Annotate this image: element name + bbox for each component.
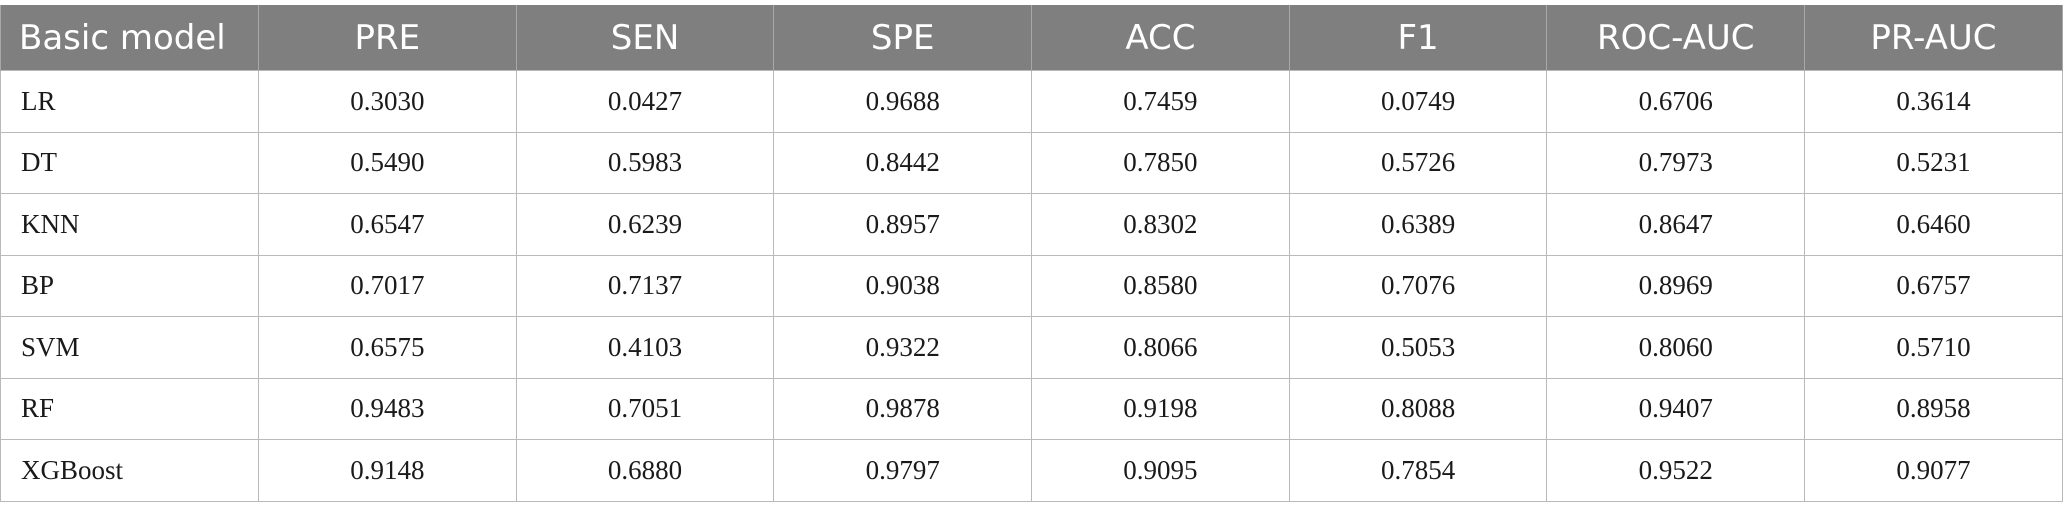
pr-auc-cell: 0.3614 <box>1804 70 2063 133</box>
header-pr-auc: PR-AUC <box>1804 5 2063 71</box>
model-name-cell: DT <box>0 131 259 194</box>
sen-cell: 0.7137 <box>515 254 775 317</box>
roc-auc-cell: 0.9522 <box>1546 439 1806 502</box>
table-row: LR 0.3030 0.0427 0.9688 0.7459 0.0749 0.… <box>0 70 2063 133</box>
sen-cell: 0.6239 <box>515 193 775 256</box>
table-row: RF 0.9483 0.7051 0.9878 0.9198 0.8088 0.… <box>0 377 2063 440</box>
pr-auc-cell: 0.6460 <box>1804 193 2063 256</box>
f1-cell: 0.0749 <box>1288 70 1548 133</box>
header-acc: ACC <box>1031 5 1290 71</box>
model-comparison-table-container: Basic model PRE SEN SPE ACC F1 ROC-AUC P… <box>0 5 2063 502</box>
spe-cell: 0.8442 <box>773 131 1033 194</box>
table-row: BP 0.7017 0.7137 0.9038 0.8580 0.7076 0.… <box>0 254 2063 317</box>
acc-cell: 0.7459 <box>1031 70 1290 133</box>
roc-auc-cell: 0.8969 <box>1546 254 1806 317</box>
spe-cell: 0.9878 <box>773 377 1033 440</box>
acc-cell: 0.7850 <box>1031 131 1290 194</box>
acc-cell: 0.9198 <box>1031 377 1290 440</box>
pr-auc-cell: 0.9077 <box>1804 439 2063 502</box>
table-row: XGBoost 0.9148 0.6880 0.9797 0.9095 0.78… <box>0 439 2063 502</box>
header-roc-auc: ROC-AUC <box>1546 5 1806 71</box>
spe-cell: 0.9797 <box>773 439 1033 502</box>
header-basic-model: Basic model <box>0 5 259 71</box>
header-pre: PRE <box>258 5 517 71</box>
sen-cell: 0.6880 <box>515 439 775 502</box>
pr-auc-cell: 0.8958 <box>1804 377 2063 440</box>
roc-auc-cell: 0.6706 <box>1546 70 1806 133</box>
f1-cell: 0.5726 <box>1288 131 1548 194</box>
model-comparison-table: Basic model PRE SEN SPE ACC F1 ROC-AUC P… <box>0 5 2063 502</box>
sen-cell: 0.7051 <box>515 377 775 440</box>
header-row: Basic model PRE SEN SPE ACC F1 ROC-AUC P… <box>0 5 2063 71</box>
header-f1: F1 <box>1288 5 1548 71</box>
model-name-cell: RF <box>0 377 259 440</box>
f1-cell: 0.6389 <box>1288 193 1548 256</box>
model-name-cell: SVM <box>0 316 259 379</box>
f1-cell: 0.5053 <box>1288 316 1548 379</box>
model-name-cell: XGBoost <box>0 439 259 502</box>
acc-cell: 0.8580 <box>1031 254 1290 317</box>
sen-cell: 0.4103 <box>515 316 775 379</box>
sen-cell: 0.0427 <box>515 70 775 133</box>
pre-cell: 0.9148 <box>258 439 517 502</box>
roc-auc-cell: 0.9407 <box>1546 377 1806 440</box>
pre-cell: 0.5490 <box>258 131 517 194</box>
roc-auc-cell: 0.7973 <box>1546 131 1806 194</box>
model-name-cell: BP <box>0 254 259 317</box>
acc-cell: 0.8302 <box>1031 193 1290 256</box>
f1-cell: 0.7854 <box>1288 439 1548 502</box>
f1-cell: 0.8088 <box>1288 377 1548 440</box>
header-sen: SEN <box>515 5 775 71</box>
pre-cell: 0.9483 <box>258 377 517 440</box>
roc-auc-cell: 0.8060 <box>1546 316 1806 379</box>
spe-cell: 0.9322 <box>773 316 1033 379</box>
pr-auc-cell: 0.6757 <box>1804 254 2063 317</box>
acc-cell: 0.9095 <box>1031 439 1290 502</box>
pre-cell: 0.6547 <box>258 193 517 256</box>
acc-cell: 0.8066 <box>1031 316 1290 379</box>
model-name-cell: KNN <box>0 193 259 256</box>
sen-cell: 0.5983 <box>515 131 775 194</box>
pre-cell: 0.3030 <box>258 70 517 133</box>
table-row: DT 0.5490 0.5983 0.8442 0.7850 0.5726 0.… <box>0 131 2063 194</box>
model-name-cell: LR <box>0 70 259 133</box>
header-spe: SPE <box>773 5 1033 71</box>
table-row: SVM 0.6575 0.4103 0.9322 0.8066 0.5053 0… <box>0 316 2063 379</box>
pre-cell: 0.6575 <box>258 316 517 379</box>
table-row: KNN 0.6547 0.6239 0.8957 0.8302 0.6389 0… <box>0 193 2063 256</box>
pre-cell: 0.7017 <box>258 254 517 317</box>
roc-auc-cell: 0.8647 <box>1546 193 1806 256</box>
pr-auc-cell: 0.5710 <box>1804 316 2063 379</box>
spe-cell: 0.9038 <box>773 254 1033 317</box>
f1-cell: 0.7076 <box>1288 254 1548 317</box>
spe-cell: 0.8957 <box>773 193 1033 256</box>
pr-auc-cell: 0.5231 <box>1804 131 2063 194</box>
spe-cell: 0.9688 <box>773 70 1033 133</box>
